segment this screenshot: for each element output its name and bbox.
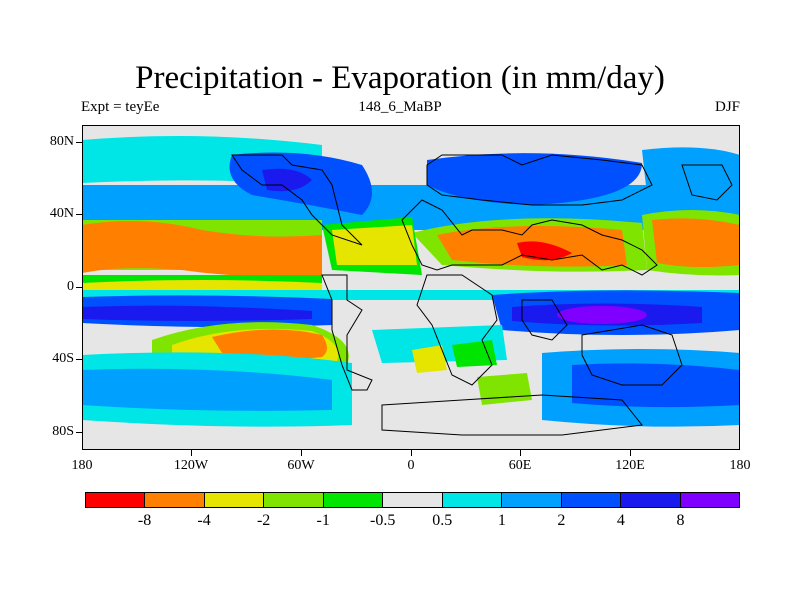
legend-label: -1 [316, 512, 330, 529]
pacific-nw-orange [652, 218, 740, 268]
y-tick [76, 432, 82, 433]
south-pacific-orange [212, 329, 327, 360]
y-label-80s: 80S [52, 424, 74, 439]
legend-swatch-2 [204, 493, 265, 507]
legend-swatch-3 [264, 493, 324, 507]
coastlines [231, 154, 733, 436]
legend-label: 8 [676, 512, 685, 529]
y-tick [76, 359, 82, 360]
legend-swatch-9 [621, 493, 681, 507]
x-tick [520, 450, 521, 456]
legend-swatch-1 [145, 493, 205, 507]
legend-swatch-6 [442, 493, 503, 507]
x-tick [411, 450, 412, 456]
x-label-120w: 120W [173, 458, 209, 473]
x-tick [191, 450, 192, 456]
y-tick [76, 142, 82, 143]
legend-label: 1 [497, 512, 506, 529]
ne-pacific-wet [642, 147, 740, 200]
legend-label: 2 [557, 512, 566, 529]
south-america-yellow [412, 345, 447, 373]
legend-swatch-0 [86, 493, 146, 507]
map-border [82, 125, 740, 450]
legend-label: -0.5 [370, 512, 396, 529]
season-label: DJF [714, 99, 740, 115]
north-atlantic-max [262, 168, 312, 192]
itcz-max [557, 306, 647, 324]
legend-label: -4 [197, 512, 211, 529]
y-label-80n: 80N [49, 134, 74, 149]
south-africa-green [477, 373, 532, 405]
legend-swatch-4 [323, 493, 384, 507]
plot-title: Precipitation - Evaporation (in mm/day) [135, 60, 665, 96]
legend-swatch-7 [502, 493, 562, 507]
itcz-core [82, 305, 312, 321]
southern-blue [82, 368, 332, 411]
x-label-60w: 60W [287, 458, 315, 473]
legend-label: 0.5 [432, 512, 453, 529]
precipitation-map [82, 125, 740, 450]
legend-swatch-5 [383, 493, 443, 507]
map-panel [82, 125, 740, 450]
atlantic-yellow [332, 225, 417, 265]
age-label: 148_6_MaBP [358, 99, 442, 115]
south-atlantic-green [452, 340, 497, 367]
eurasia-north-wet [427, 153, 642, 205]
eurasia-red [517, 241, 572, 261]
x-label-0: 0 [407, 458, 415, 473]
x-label-120e: 120E [615, 458, 645, 473]
legend-label: -2 [256, 512, 271, 529]
legend-swatch-8 [561, 493, 622, 507]
y-label-0: 0 [67, 279, 74, 294]
legend-label: -8 [137, 512, 152, 529]
legend-label: 4 [616, 512, 625, 529]
color-legend-bar [85, 492, 740, 508]
x-tick [630, 450, 631, 456]
x-label-180e: 180 [729, 458, 751, 473]
legend-swatch-10 [680, 493, 739, 507]
x-label-180w: 180 [71, 458, 93, 473]
y-tick [76, 214, 82, 215]
x-label-60e: 60E [508, 458, 532, 473]
pacific-dry-north [82, 221, 322, 277]
y-tick [76, 287, 82, 288]
experiment-label: Expt = teyEe [81, 99, 160, 115]
x-tick [301, 450, 302, 456]
y-label-40n: 40N [49, 206, 74, 221]
y-label-40s: 40S [52, 351, 74, 366]
